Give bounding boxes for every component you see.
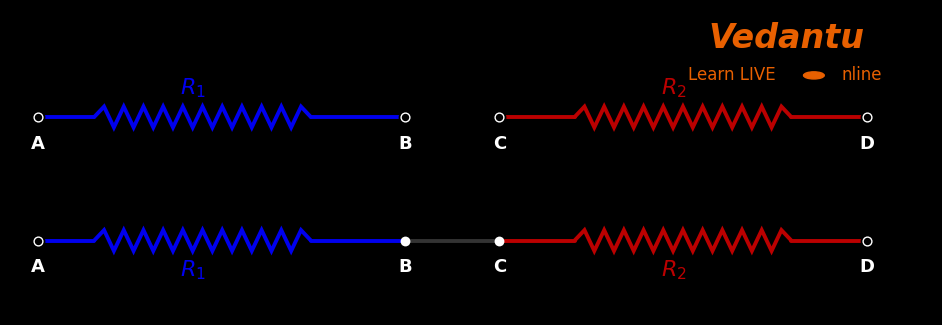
Point <box>859 114 874 120</box>
Point <box>492 238 507 243</box>
Text: $R_2$: $R_2$ <box>660 76 687 99</box>
Text: C: C <box>493 135 506 153</box>
Circle shape <box>804 72 824 79</box>
Text: D: D <box>859 258 874 276</box>
Point <box>492 114 507 120</box>
Text: D: D <box>859 135 874 153</box>
Point <box>492 114 507 120</box>
Point <box>398 238 413 243</box>
Text: $R_2$: $R_2$ <box>660 258 687 281</box>
Point <box>30 114 45 120</box>
Point <box>30 238 45 243</box>
Text: C: C <box>493 258 506 276</box>
Point <box>398 114 413 120</box>
Text: $R_1$: $R_1$ <box>180 76 206 99</box>
Point <box>859 238 874 243</box>
Point <box>859 238 874 243</box>
Text: A: A <box>31 258 44 276</box>
Text: nline: nline <box>842 66 882 84</box>
Text: A: A <box>31 135 44 153</box>
Point <box>30 238 45 243</box>
Point <box>859 114 874 120</box>
Text: B: B <box>398 258 412 276</box>
Point <box>398 114 413 120</box>
Text: $R_1$: $R_1$ <box>180 258 206 281</box>
Text: Vedantu: Vedantu <box>708 22 865 56</box>
Point <box>30 114 45 120</box>
Text: Learn LIVE: Learn LIVE <box>689 66 781 84</box>
Text: B: B <box>398 135 412 153</box>
